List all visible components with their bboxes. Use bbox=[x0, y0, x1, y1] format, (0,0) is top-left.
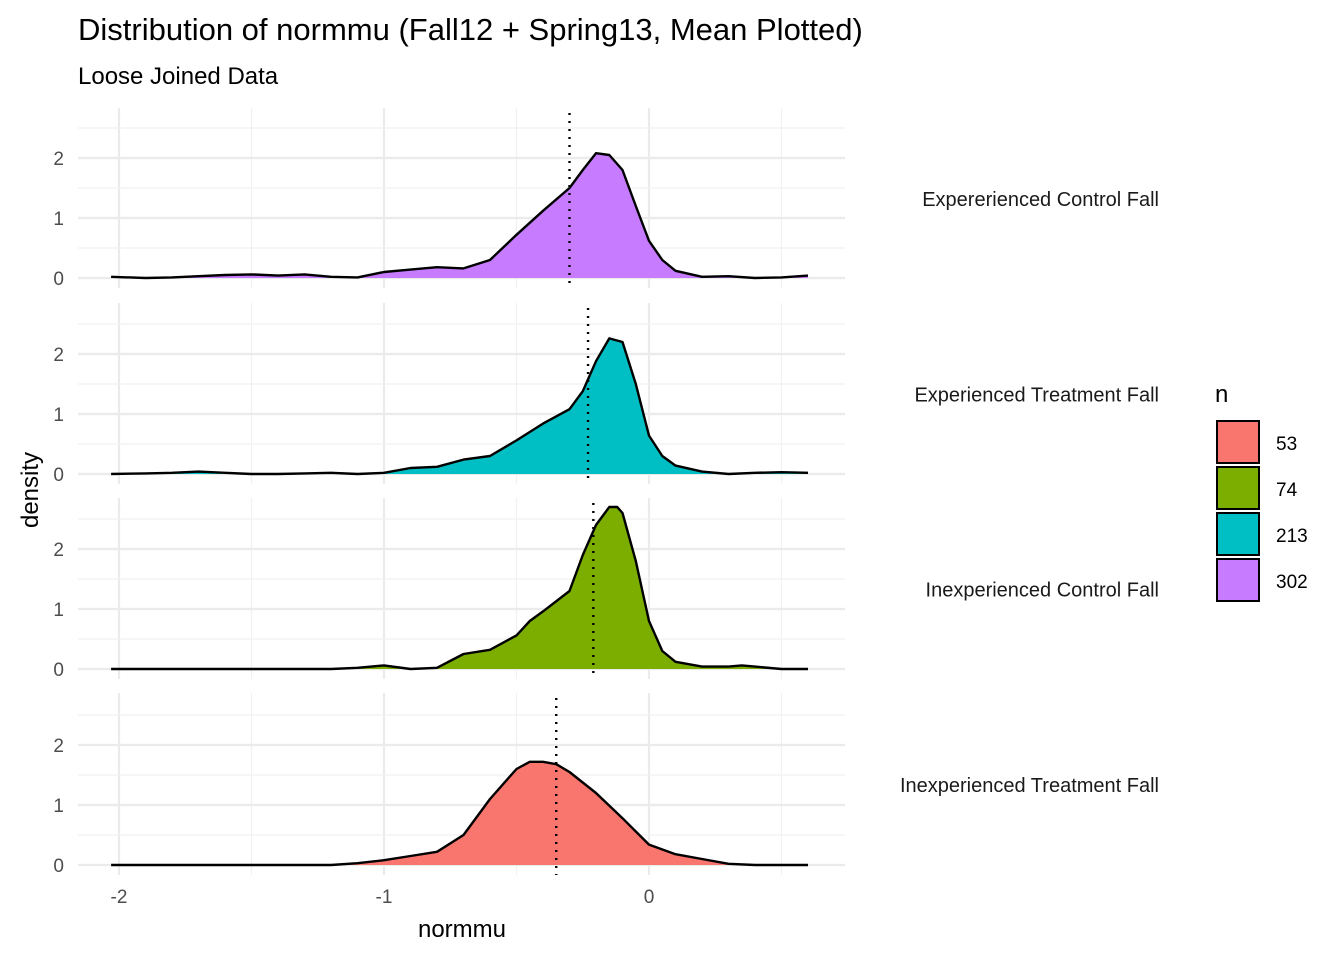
density-area bbox=[111, 761, 809, 865]
y-tick-label: 1 bbox=[53, 209, 64, 230]
y-tick-label: 2 bbox=[53, 149, 64, 170]
density-line bbox=[111, 760, 808, 867]
legend-key bbox=[1216, 512, 1260, 556]
panel-4: 0 1 2 Inexperienced Treatment Fall bbox=[53, 693, 1159, 877]
density-line bbox=[111, 337, 809, 476]
strip-label: Inexperienced Treatment Fall bbox=[900, 775, 1159, 797]
legend-key bbox=[1216, 558, 1260, 602]
legend-key bbox=[1216, 420, 1260, 464]
strip-label: Expererienced Control Fall bbox=[922, 189, 1159, 211]
x-tick-label: -1 bbox=[376, 887, 393, 908]
density-area bbox=[111, 153, 809, 278]
y-tick-label: 0 bbox=[53, 465, 64, 486]
y-tick-label: 0 bbox=[53, 660, 64, 681]
y-tick-label: 1 bbox=[53, 600, 64, 621]
y-tick-label: 0 bbox=[53, 269, 64, 290]
y-tick-label: 0 bbox=[53, 856, 64, 877]
panel-1: 0 1 2 Expererienced Control Fall bbox=[53, 108, 1159, 290]
panel-2: 0 1 2 Experienced Treatment Fall bbox=[53, 303, 1159, 486]
density-area bbox=[111, 507, 809, 669]
density-area bbox=[111, 338, 809, 474]
y-tick-label: 2 bbox=[53, 540, 64, 561]
strip-label: Inexperienced Control Fall bbox=[926, 580, 1159, 602]
x-tick-label: -2 bbox=[111, 887, 128, 908]
legend-label: 213 bbox=[1276, 526, 1308, 547]
x-tick-label: 0 bbox=[644, 887, 655, 908]
chart-title: Distribution of normmu (Fall12 + Spring1… bbox=[78, 12, 863, 47]
y-tick-label: 2 bbox=[53, 736, 64, 757]
x-axis-ticks: -2 -1 0 bbox=[111, 887, 655, 908]
x-axis-title: normmu bbox=[418, 916, 506, 943]
legend-label: 302 bbox=[1276, 572, 1308, 593]
y-tick-label: 1 bbox=[53, 405, 64, 426]
legend: n 53 74 213 302 bbox=[1215, 381, 1308, 602]
legend-key bbox=[1216, 466, 1260, 510]
density-line bbox=[111, 505, 808, 671]
density-line bbox=[111, 152, 809, 280]
panels-group: 0 1 2 Expererienced Control Fall 0 1 2 Experien… bbox=[53, 108, 1159, 877]
chart-subtitle: Loose Joined Data bbox=[78, 63, 279, 90]
y-tick-label: 2 bbox=[53, 345, 64, 366]
y-axis-title: density bbox=[17, 452, 44, 528]
legend-title: n bbox=[1215, 381, 1228, 408]
panel-3: 0 1 2 Inexperienced Control Fall bbox=[53, 498, 1159, 681]
legend-label: 53 bbox=[1276, 434, 1297, 455]
legend-label: 74 bbox=[1276, 480, 1298, 501]
y-tick-label: 1 bbox=[53, 796, 64, 817]
strip-label: Experienced Treatment Fall bbox=[914, 385, 1159, 407]
